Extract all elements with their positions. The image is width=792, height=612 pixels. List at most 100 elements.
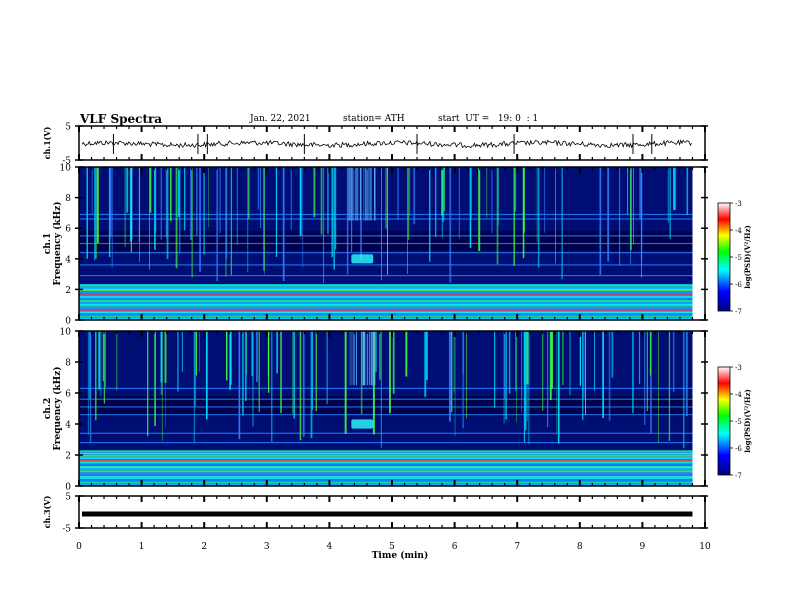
horizontal-line (79, 432, 693, 434)
colorbar-tick-label: -4 (735, 391, 742, 399)
sferic (191, 167, 193, 278)
y-tick-label: 4 (65, 255, 71, 265)
sferic (448, 331, 451, 422)
sferic (429, 167, 431, 262)
x-tick-label: 3 (264, 542, 270, 552)
sferic (94, 167, 97, 239)
sferic (229, 331, 231, 390)
sferic (516, 331, 517, 423)
sferic (258, 331, 260, 413)
sferic (260, 167, 262, 229)
sferic-cluster (368, 331, 370, 386)
sferic (327, 167, 329, 234)
sferic (248, 167, 250, 219)
sferic (583, 331, 585, 399)
sferic (87, 331, 89, 436)
sferic (569, 331, 571, 396)
horizontal-line (79, 442, 693, 444)
noise-band-line (79, 284, 693, 287)
sferic (650, 331, 652, 434)
sferic (521, 331, 522, 413)
sferic-cluster (349, 167, 351, 221)
sferic-cluster (372, 331, 374, 386)
sferic (177, 331, 179, 392)
sferic (469, 167, 472, 248)
sferic (562, 331, 564, 386)
sferic (667, 167, 669, 223)
sferic (292, 331, 294, 415)
sferic (160, 167, 163, 240)
sferic (275, 167, 278, 258)
y-tick-label: 0 (65, 317, 71, 327)
sferic (299, 167, 302, 236)
sferic-cluster (369, 167, 371, 221)
sferic (238, 331, 241, 440)
sferic (424, 331, 427, 397)
y-axis-label: Frequency (kHz) (52, 201, 63, 285)
sferic (271, 331, 273, 442)
sferic-cluster (367, 167, 369, 221)
start-time-label: start UT = 19: 0 : 1 (438, 114, 539, 124)
sferic-cluster (356, 167, 358, 221)
sferic (536, 167, 538, 242)
sferic (88, 331, 91, 399)
sferic (644, 331, 646, 425)
x-tick-label: 7 (514, 542, 520, 552)
sferic (86, 167, 88, 259)
panel-channel-label: ch.2 (43, 398, 53, 419)
colorbar-tick-label: -7 (735, 472, 742, 480)
sferic (515, 331, 517, 391)
sferic (256, 331, 258, 382)
sferic (216, 167, 219, 282)
sferic (498, 167, 499, 226)
sferic-cluster (353, 167, 355, 221)
sferic (346, 167, 349, 275)
sferic-cluster (361, 331, 363, 386)
y-tick-label: 8 (65, 359, 71, 369)
noise-band-line (79, 306, 693, 309)
sferic (109, 167, 112, 238)
x-tick-label: 1 (139, 542, 145, 552)
sferic (194, 331, 197, 407)
sferic (555, 167, 556, 264)
sferic (178, 167, 180, 218)
sferic (526, 331, 528, 422)
sferic-cluster (349, 331, 351, 386)
sferic (633, 167, 634, 245)
sferic (486, 167, 488, 218)
sferic-cluster (374, 167, 376, 221)
sferic (503, 331, 505, 424)
horizontal-line (79, 476, 693, 478)
noise-band-line (79, 454, 693, 457)
y-axis-label: ch.3(V) (42, 495, 52, 528)
colorbar-tick-label: -5 (735, 254, 742, 262)
sferic (491, 167, 493, 234)
sferic (181, 331, 183, 372)
emission-burst (351, 254, 374, 264)
sferic (225, 167, 228, 259)
panel-channel-label: ch.1 (43, 233, 53, 254)
sferic (333, 167, 335, 270)
sferic (441, 167, 443, 216)
sferic (380, 331, 382, 448)
sferic (409, 167, 411, 217)
horizontal-line (79, 288, 693, 290)
sferic-cluster (374, 167, 376, 221)
sferic-cluster (363, 167, 365, 221)
sferic (230, 331, 232, 385)
sferic (392, 331, 395, 394)
y-tick-label: 5 (65, 123, 71, 133)
noise-band-line (79, 459, 693, 462)
ch1-trace (81, 139, 692, 149)
sferic-cluster (348, 167, 350, 221)
sferic (310, 331, 313, 439)
sferic-cluster (364, 331, 366, 386)
sferic (130, 167, 132, 253)
sferic (149, 167, 150, 270)
sferic (252, 331, 254, 427)
sferic (608, 331, 611, 421)
sferic-cluster (373, 331, 375, 386)
sferic (602, 331, 605, 418)
x-tick-label: 2 (201, 542, 207, 552)
